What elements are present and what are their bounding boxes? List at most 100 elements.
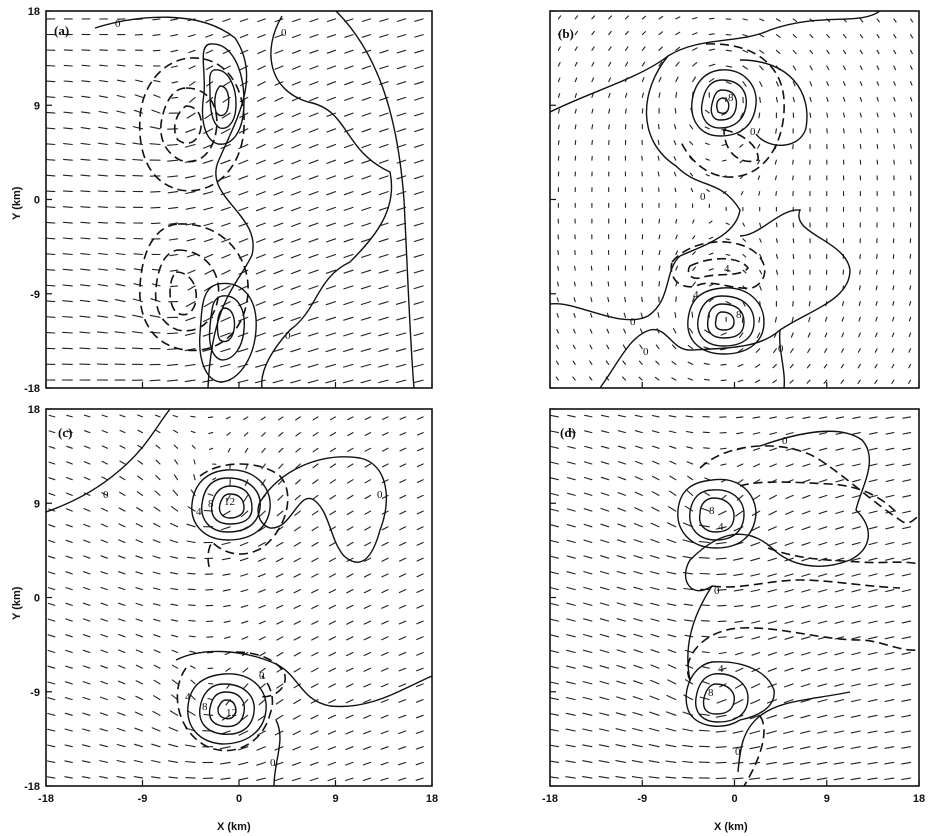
wind-vector <box>100 649 108 654</box>
wind-vector <box>261 432 266 437</box>
wind-vector <box>278 432 284 437</box>
wind-vector <box>115 237 126 240</box>
wind-vector <box>275 557 284 563</box>
wind-vector <box>361 238 372 243</box>
wind-vector <box>616 680 627 685</box>
wind-vector <box>79 347 91 350</box>
wind-vector <box>226 432 231 436</box>
wind-vector <box>607 281 610 287</box>
wind-vector <box>785 432 794 435</box>
wind-vector <box>902 463 912 467</box>
wind-vector <box>310 699 319 704</box>
wind-vector <box>188 619 196 622</box>
wind-vector <box>169 18 179 21</box>
wind-vector <box>616 649 627 654</box>
wind-vector <box>131 347 144 350</box>
wind-vector <box>100 618 108 622</box>
wind-vector <box>80 237 91 240</box>
wind-vector <box>834 541 845 546</box>
wind-vector <box>169 269 179 272</box>
level-label: 12 <box>226 707 237 719</box>
wind-vector <box>326 206 337 212</box>
wind-vector <box>273 285 284 291</box>
wind-vector <box>291 65 301 70</box>
wind-vector <box>773 348 777 354</box>
wind-vector <box>851 683 861 687</box>
wind-vector <box>414 18 424 22</box>
wind-vector <box>850 746 861 750</box>
wind-vector <box>261 463 266 470</box>
wind-vector <box>767 573 777 577</box>
wind-vector <box>238 159 249 165</box>
wind-vector <box>361 143 372 149</box>
wind-vector <box>784 667 794 672</box>
wind-vector <box>608 46 612 51</box>
wind-vector <box>363 589 372 594</box>
wind-vector <box>802 494 811 499</box>
wind-vector <box>326 143 337 149</box>
wind-vector <box>132 126 144 130</box>
wind-vector <box>703 346 710 350</box>
wind-vector <box>308 143 319 149</box>
zero-label: 0 <box>700 191 706 203</box>
wind-vector <box>415 777 424 781</box>
zero-contour <box>599 209 851 388</box>
wind-vector <box>343 332 354 337</box>
negative-contour <box>711 579 901 589</box>
wind-vector <box>62 206 73 208</box>
wind-vector <box>739 332 744 338</box>
wind-vector <box>582 696 593 701</box>
wind-vector <box>326 191 337 196</box>
wind-vector <box>381 479 389 484</box>
wind-vector <box>876 112 879 118</box>
wind-vector <box>381 463 389 468</box>
panel-d-letter: (d) <box>560 425 576 440</box>
positive-contour <box>698 497 735 533</box>
wind-vector <box>718 651 727 655</box>
wind-vector <box>293 667 301 673</box>
wind-vector <box>550 492 559 496</box>
wind-vector <box>137 429 144 434</box>
wind-vector <box>65 508 73 512</box>
y-axis-label-top: Y (km) <box>11 186 23 220</box>
wind-vector <box>361 253 372 258</box>
wind-vector <box>682 555 694 559</box>
wind-vector <box>258 620 266 625</box>
wind-vector <box>133 776 144 779</box>
wind-vector <box>413 159 424 164</box>
wind-vector <box>668 430 677 434</box>
wind-vector <box>174 459 179 465</box>
wind-vector <box>378 159 389 164</box>
wind-vector <box>62 268 73 271</box>
wind-vector <box>801 651 811 656</box>
zero-contour <box>550 255 681 321</box>
wind-vector <box>277 479 284 485</box>
wind-vector <box>257 34 266 39</box>
wind-vector <box>343 238 354 243</box>
wind-vector <box>775 34 781 38</box>
wind-vector <box>874 332 878 338</box>
wind-vector <box>650 538 660 544</box>
wind-vector <box>708 63 716 67</box>
wind-vector <box>782 746 794 750</box>
wind-vector <box>658 265 661 271</box>
wind-vector <box>171 96 179 99</box>
wind-vector <box>312 447 319 453</box>
level-label: 4 <box>185 691 191 703</box>
wind-vector <box>343 269 354 274</box>
positive-contour <box>199 683 255 735</box>
wind-vector <box>682 539 694 544</box>
wind-vector <box>657 123 660 130</box>
wind-vector <box>891 332 895 338</box>
wind-vector <box>326 34 337 38</box>
panel-d: (d) 0 0 0 8 4 4 8 <box>549 408 920 787</box>
wind-vector <box>868 510 878 514</box>
wind-vector <box>134 94 144 98</box>
wind-vector <box>908 363 912 369</box>
wind-vector <box>658 61 663 67</box>
wind-vector <box>701 635 710 638</box>
wind-vector <box>632 696 643 701</box>
wind-vector <box>309 761 319 766</box>
wind-vector <box>378 191 389 196</box>
wind-vector <box>608 124 610 130</box>
